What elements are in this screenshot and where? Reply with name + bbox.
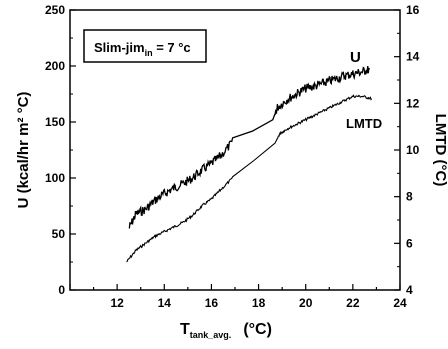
x-tick-label: 18 [252, 296, 266, 310]
series-label-lmtd: LMTD [346, 116, 382, 131]
x-tick-label: 14 [158, 296, 172, 310]
series-label-u: U [350, 49, 361, 66]
y-left-tick-label: 100 [45, 171, 65, 185]
x-axis-label-sub: tank_avg. [190, 330, 232, 340]
y-right-tick-label: 4 [406, 283, 413, 297]
y-left-tick-label: 50 [52, 227, 66, 241]
x-axis-label: Ttank_avg. (°C) [180, 321, 272, 340]
annotation-main: Slim-jim [94, 40, 145, 55]
y-right-tick-label: 8 [406, 190, 413, 204]
y-right-tick-label: 6 [406, 236, 413, 250]
annotation-text: Slim-jimin = 7 °c [94, 40, 191, 58]
y-right-tick-label: 16 [406, 3, 420, 17]
axis-ticks: 12 14 16 18 20 22 24 0 50 100 150 200 250 4 6 8 10 12 14 16 [45, 3, 420, 310]
x-tick-label: 22 [346, 296, 360, 310]
y-axis-left-label: U (kcal/hr m² °C) [15, 92, 32, 209]
y-right-tick-label: 14 [406, 50, 420, 64]
y-axis-right-label: LMTD (°C) [432, 114, 448, 187]
annotation-box [83, 29, 207, 63]
y-left-tick-label: 0 [58, 283, 65, 297]
x-tick-label: 20 [299, 296, 313, 310]
y-left-tick-label: 250 [45, 3, 65, 17]
x-tick-label: 16 [205, 296, 219, 310]
x-axis-label-main: T [180, 321, 190, 338]
annotation-rest: = 7 °c [153, 40, 191, 55]
y-left-tick-label: 150 [45, 115, 65, 129]
series-u-line [128, 66, 371, 229]
x-tick-label: 24 [393, 296, 407, 310]
x-axis-label-unit: (°C) [243, 321, 272, 338]
y-left-tick-label: 200 [45, 59, 65, 73]
annotation-sub: in [145, 48, 153, 58]
y-right-tick-label: 12 [406, 96, 420, 110]
series-lmtd-line [126, 94, 373, 263]
y-right-tick-label: 10 [406, 143, 420, 157]
x-tick-label: 12 [110, 296, 124, 310]
